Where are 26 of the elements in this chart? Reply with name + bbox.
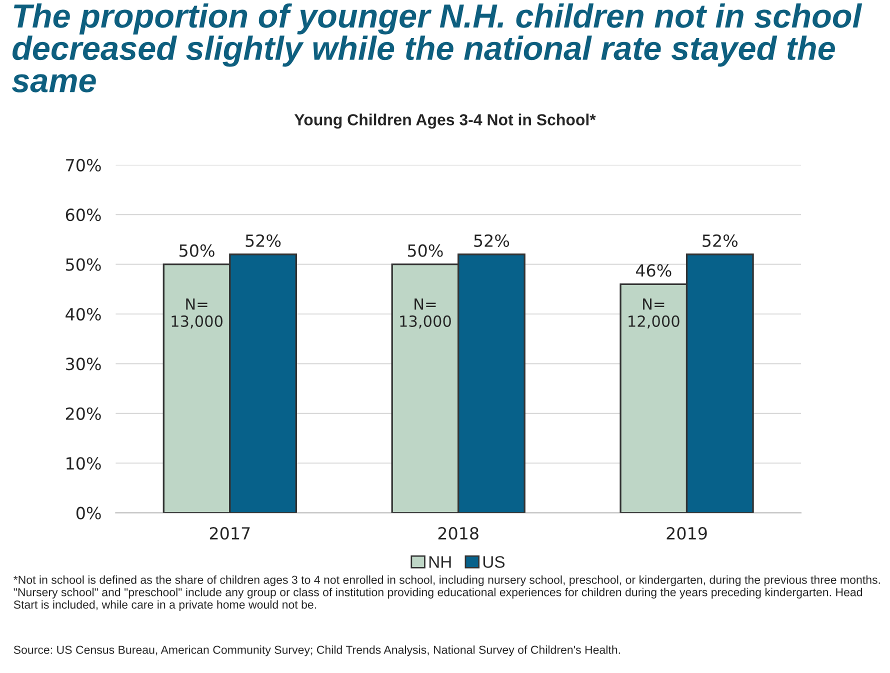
- legend-label: US: [483, 556, 505, 568]
- data-label: 46%: [636, 264, 672, 277]
- chart-subtitle: Young Children Ages 3-4 Not in School*: [294, 114, 596, 129]
- y-tick-label: 70%: [66, 158, 101, 172]
- source-note: Source: US Census Bureau, American Community Survey; Child Trends Analysis, National Survey of Children's Health.: [14, 645, 620, 656]
- y-tick-label: 40%: [66, 308, 101, 321]
- y-tick-label: 50%: [66, 258, 101, 271]
- chart-title: The proportion of younger N.H. children not in school decreased slightly while the national rate stayed the same: [12, 3, 862, 92]
- y-tick-label: 60%: [66, 208, 101, 222]
- y-tick-label: 0%: [76, 506, 101, 520]
- data-label: 52%: [474, 234, 510, 247]
- y-tick-label: 20%: [66, 407, 101, 420]
- annotation: N= 13,000: [172, 298, 223, 329]
- legend-label: NH: [429, 556, 451, 568]
- data-label: 50%: [408, 244, 443, 257]
- text: *Not in school is defined as the share of children ages 3 to 4 not enrolled in school, including nursery school, preschool, or kindergarten, during the previous three months. "Nursery school" and "preschool" include any group or class of institution providing educational experiences for children during the years preceding kindergarten. Head Start is included, while care in a private home would not be.: [14, 575, 880, 611]
- y-tick-label: 10%: [66, 457, 101, 470]
- data-label: 50%: [180, 244, 214, 257]
- annotation: N= 13,000: [400, 298, 451, 329]
- x-tick-label: 2018: [438, 527, 478, 540]
- y-tick-label: 30%: [66, 358, 101, 370]
- x-tick-label: 2019: [666, 527, 707, 540]
- data-label: 52%: [702, 234, 738, 247]
- annotation: N= 12,000: [628, 298, 680, 329]
- x-tick-label: 2017: [210, 527, 250, 540]
- data-label: 52%: [246, 234, 281, 247]
